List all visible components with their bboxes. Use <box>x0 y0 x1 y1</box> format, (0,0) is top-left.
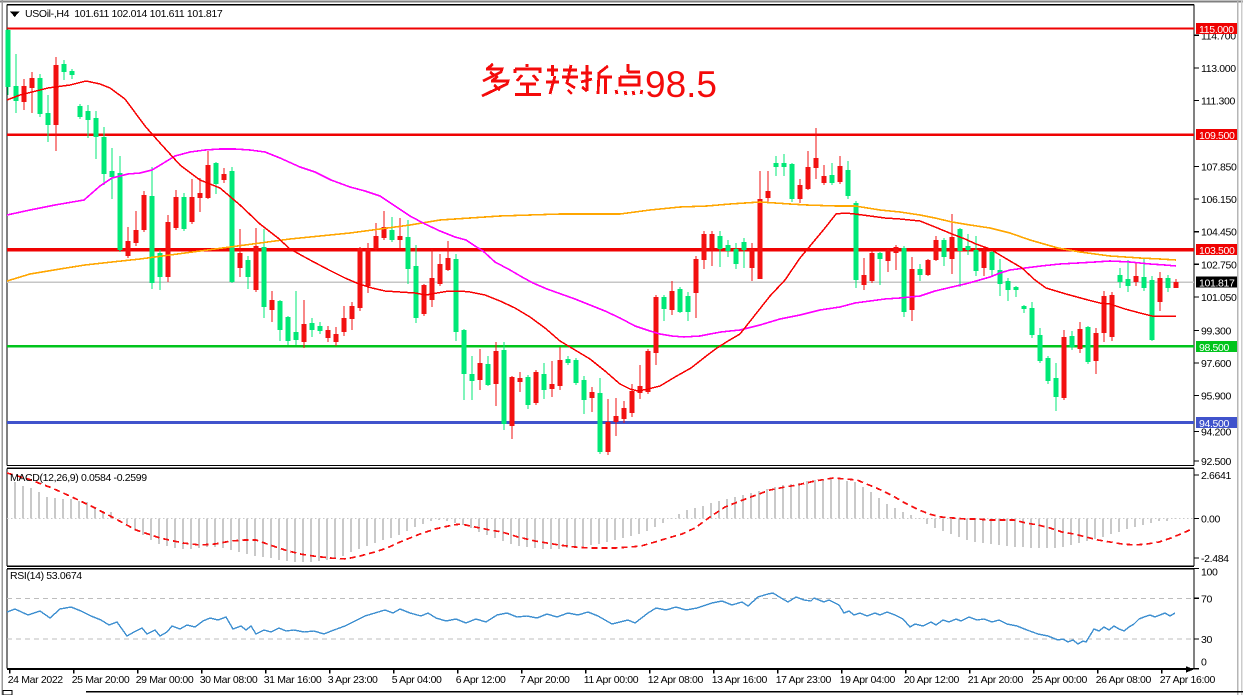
svg-text:102.750: 102.750 <box>1201 259 1237 271</box>
svg-text:101.817: 101.817 <box>1199 278 1235 290</box>
svg-text:95.900: 95.900 <box>1201 391 1232 403</box>
svg-text:101.050: 101.050 <box>1201 292 1237 304</box>
svg-text:3 Apr 23:00: 3 Apr 23:00 <box>328 674 378 686</box>
svg-text:13 Apr 16:00: 13 Apr 16:00 <box>712 674 768 686</box>
svg-text:19 Apr 04:00: 19 Apr 04:00 <box>840 674 896 686</box>
svg-text:7 Apr 20:00: 7 Apr 20:00 <box>520 674 570 686</box>
svg-text:106.150: 106.150 <box>1201 194 1237 206</box>
svg-text:111.300: 111.300 <box>1201 95 1235 107</box>
svg-text:70: 70 <box>1201 593 1212 605</box>
svg-text:107.850: 107.850 <box>1201 162 1237 174</box>
svg-text:99.300: 99.300 <box>1201 325 1232 337</box>
svg-text:0.00: 0.00 <box>1201 514 1221 526</box>
svg-text:30: 30 <box>1201 634 1212 646</box>
svg-text:25 Mar 20:00: 25 Mar 20:00 <box>72 674 130 686</box>
svg-text:2.6641: 2.6641 <box>1201 470 1232 482</box>
svg-text:MACD(12,26,9) 0.0584 -0.2599: MACD(12,26,9) 0.0584 -0.2599 <box>10 472 147 484</box>
svg-text:25 Apr 00:00: 25 Apr 00:00 <box>1032 674 1088 686</box>
svg-text:29 Mar 00:00: 29 Mar 00:00 <box>136 674 194 686</box>
svg-text:113.000: 113.000 <box>1201 63 1236 75</box>
svg-text:98.500: 98.500 <box>1199 342 1230 354</box>
svg-text:30 Mar 08:00: 30 Mar 08:00 <box>200 674 258 686</box>
svg-text:11 Apr 00:00: 11 Apr 00:00 <box>584 674 639 686</box>
svg-text:-2.484: -2.484 <box>1201 553 1229 565</box>
svg-text:20 Apr 12:00: 20 Apr 12:00 <box>904 674 960 686</box>
svg-text:RSI(14) 53.0674: RSI(14) 53.0674 <box>10 570 82 582</box>
svg-text:31 Mar 16:00: 31 Mar 16:00 <box>264 674 322 686</box>
svg-text:94.500: 94.500 <box>1199 418 1230 430</box>
svg-text:0: 0 <box>1201 657 1207 669</box>
svg-text:5 Apr 04:00: 5 Apr 04:00 <box>392 674 442 686</box>
svg-text:17 Apr 23:00: 17 Apr 23:00 <box>776 674 832 686</box>
svg-text:USOil-,H4 101.611 102.014 101: USOil-,H4 101.611 102.014 101.611 101.81… <box>25 8 223 20</box>
svg-text:98.5: 98.5 <box>645 64 717 105</box>
svg-text:94.200: 94.200 <box>1201 427 1232 439</box>
svg-text:12 Apr 08:00: 12 Apr 08:00 <box>648 674 704 686</box>
svg-text:27 Apr 16:00: 27 Apr 16:00 <box>1160 674 1216 686</box>
svg-text:24 Mar 2022: 24 Mar 2022 <box>8 674 64 686</box>
svg-text:115.000: 115.000 <box>1199 24 1234 36</box>
svg-text:26 Apr 08:00: 26 Apr 08:00 <box>1096 674 1152 686</box>
svg-text:97.600: 97.600 <box>1201 358 1232 370</box>
svg-text:92.500: 92.500 <box>1201 456 1232 468</box>
svg-text:100: 100 <box>1201 567 1218 579</box>
svg-text:103.500: 103.500 <box>1199 245 1235 257</box>
svg-text:6 Apr 12:00: 6 Apr 12:00 <box>456 674 506 686</box>
svg-text:109.500: 109.500 <box>1199 130 1235 142</box>
svg-text:104.450: 104.450 <box>1201 227 1237 239</box>
svg-text:21 Apr 20:00: 21 Apr 20:00 <box>968 674 1024 686</box>
